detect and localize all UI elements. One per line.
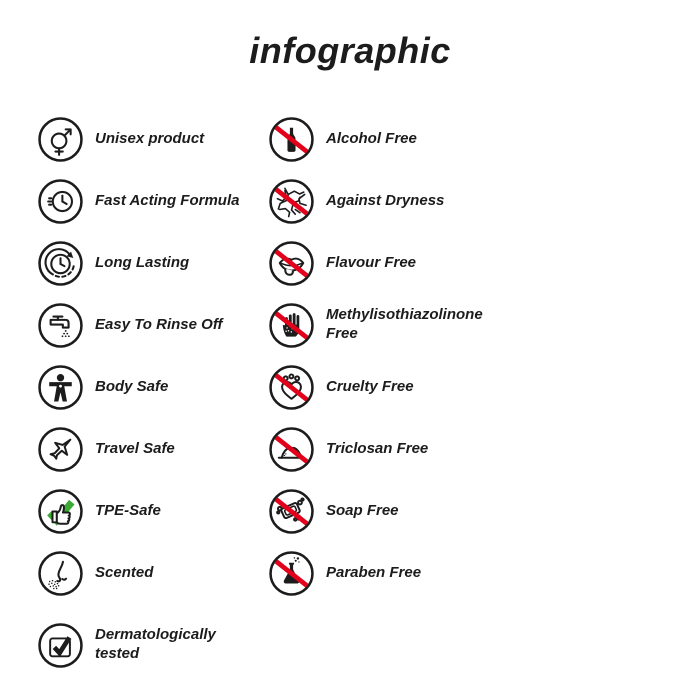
item-label: Travel Safe bbox=[95, 439, 175, 457]
list-item: Paraben Free bbox=[268, 542, 488, 604]
item-label: Unisex product bbox=[95, 129, 205, 147]
long-lasting-clock-icon bbox=[37, 240, 84, 287]
faucet-rinse-icon bbox=[37, 302, 84, 349]
list-item: Travel Safe bbox=[37, 418, 247, 480]
list-item: TPE-Safe bbox=[37, 480, 247, 542]
item-label: Easy To Rinse Off bbox=[95, 315, 223, 333]
item-label: Body Safe bbox=[95, 377, 169, 395]
no-soap-bar-icon bbox=[268, 488, 315, 535]
airplane-icon bbox=[37, 426, 84, 473]
left-column: Unisex product Fast Acting Formula bbox=[37, 108, 247, 676]
list-item: Fast Acting Formula bbox=[37, 170, 247, 232]
list-item: Methylisothiazolinone Free bbox=[268, 294, 488, 356]
item-label: Cruelty Free bbox=[326, 377, 414, 395]
page-title: infographic bbox=[249, 30, 451, 71]
list-item: Cruelty Free bbox=[268, 356, 488, 418]
list-item: Triclosan Free bbox=[268, 418, 488, 480]
list-item: Unisex product bbox=[37, 108, 247, 170]
item-label: Soap Free bbox=[326, 501, 399, 519]
list-item: Long Lasting bbox=[37, 232, 247, 294]
list-item: Easy To Rinse Off bbox=[37, 294, 247, 356]
body-figure-icon bbox=[37, 364, 84, 411]
no-cruelty-paw-heart-icon bbox=[268, 364, 315, 411]
item-label: Scented bbox=[95, 563, 154, 581]
item-label: Against Dryness bbox=[326, 191, 445, 209]
no-methylisothiazolinone-hand-icon bbox=[268, 302, 315, 349]
no-alcohol-bottle-icon bbox=[268, 116, 315, 163]
item-label: Triclosan Free bbox=[326, 439, 429, 457]
item-label: Dermatologically tested bbox=[95, 626, 216, 662]
item-label: Paraben Free bbox=[326, 563, 422, 581]
no-dryness-cracks-icon bbox=[268, 178, 315, 225]
item-label: Flavour Free bbox=[326, 253, 417, 271]
list-item: Body Safe bbox=[37, 356, 247, 418]
checkbox-tick-icon bbox=[37, 622, 84, 669]
no-flavour-mouth-icon bbox=[268, 240, 315, 287]
item-label: Fast Acting Formula bbox=[95, 191, 240, 209]
unisex-icon bbox=[37, 116, 84, 163]
list-item: Alcohol Free bbox=[268, 108, 488, 170]
thumbs-up-check-icon bbox=[37, 488, 84, 535]
no-triclosan-powder-icon bbox=[268, 426, 315, 473]
item-label: Long Lasting bbox=[95, 253, 190, 271]
item-label: Alcohol Free bbox=[326, 129, 417, 147]
list-item: Against Dryness bbox=[268, 170, 488, 232]
list-item: Flavour Free bbox=[268, 232, 488, 294]
no-paraben-flask-icon bbox=[268, 550, 315, 597]
fast-acting-clock-icon bbox=[37, 178, 84, 225]
right-column: Alcohol Free Against Dryness bbox=[268, 108, 488, 604]
list-item: Dermatologically tested bbox=[37, 614, 247, 676]
nose-scent-icon bbox=[37, 550, 84, 597]
item-label: TPE-Safe bbox=[95, 501, 161, 519]
list-item: Scented bbox=[37, 542, 247, 604]
item-label: Methylisothiazolinone Free bbox=[326, 306, 483, 342]
list-item: Soap Free bbox=[268, 480, 488, 542]
